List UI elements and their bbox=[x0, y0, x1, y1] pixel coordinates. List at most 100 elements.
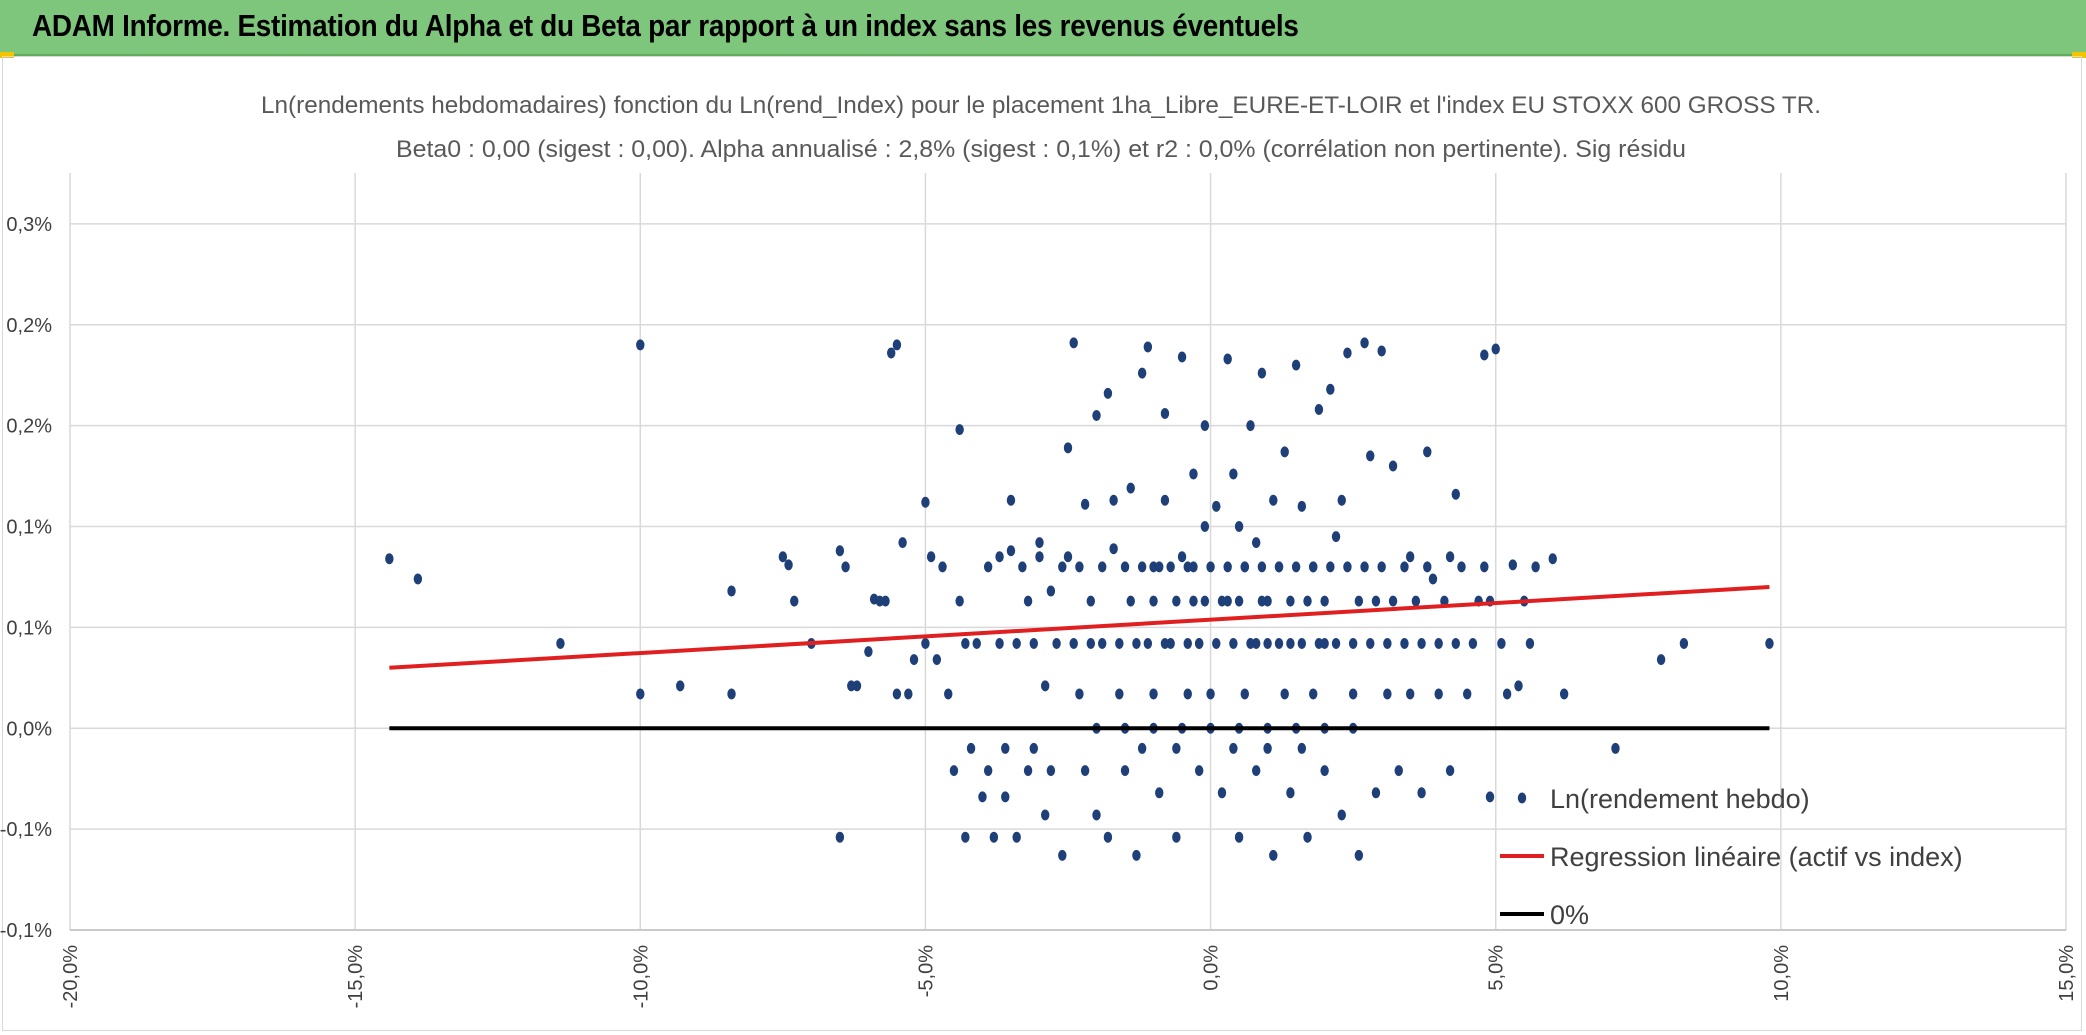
scatter-point bbox=[978, 791, 987, 803]
scatter-point bbox=[1508, 559, 1518, 571]
scatter-point bbox=[1143, 638, 1153, 650]
scatter-point bbox=[1183, 688, 1192, 700]
scatter-point bbox=[1343, 561, 1352, 573]
scatter-point bbox=[1012, 831, 1021, 843]
scatter-point bbox=[1371, 787, 1381, 799]
scatter-point bbox=[1029, 742, 1038, 754]
scatter-point bbox=[1223, 561, 1232, 573]
scatter-point bbox=[1485, 791, 1495, 803]
scatter-point bbox=[1172, 595, 1181, 607]
x-tick-label: 0,0% bbox=[1201, 945, 1223, 991]
legend-label: 0% bbox=[1550, 900, 1589, 930]
scatter-point bbox=[1428, 573, 1438, 585]
scatter-point bbox=[1137, 742, 1147, 754]
scatter-point bbox=[1263, 742, 1272, 754]
scatter-point bbox=[909, 654, 919, 666]
scatter-point bbox=[1445, 551, 1455, 563]
scatter-point bbox=[1297, 638, 1307, 650]
scatter-point bbox=[1400, 561, 1409, 573]
scatter-point bbox=[1132, 638, 1141, 650]
scatter-point bbox=[385, 553, 394, 565]
y-tick-label: 0,0% bbox=[6, 718, 52, 740]
scatter-point bbox=[1274, 638, 1284, 650]
scatter-point bbox=[1086, 638, 1096, 650]
scatter-point bbox=[784, 559, 793, 571]
scatter-point bbox=[1405, 551, 1415, 563]
scatter-point bbox=[1040, 809, 1050, 821]
scatter-point bbox=[1103, 831, 1113, 843]
scatter-point bbox=[1194, 765, 1204, 777]
scatter-point bbox=[1451, 638, 1460, 650]
scatter-point bbox=[966, 742, 976, 754]
legend-label: Ln(rendement hebdo) bbox=[1550, 784, 1810, 814]
scatter-point bbox=[1092, 410, 1101, 422]
scatter-point bbox=[1366, 638, 1375, 650]
scatter-point bbox=[961, 638, 970, 650]
scatter-point bbox=[1200, 595, 1210, 607]
scatter-point bbox=[1468, 638, 1478, 650]
scatter-point bbox=[835, 545, 845, 557]
scatter-point bbox=[1172, 742, 1181, 754]
scatter-point bbox=[1314, 403, 1324, 415]
scatter-point bbox=[1337, 809, 1346, 821]
scatter-point bbox=[1234, 595, 1244, 607]
scatter-point bbox=[1309, 688, 1318, 700]
scatter-point bbox=[1149, 688, 1158, 700]
scatter-point bbox=[1001, 742, 1010, 754]
scatter-point bbox=[1046, 585, 1056, 597]
scatter-point bbox=[1109, 543, 1118, 555]
scatter-point bbox=[1234, 521, 1244, 532]
scatter-point bbox=[1559, 688, 1569, 700]
scatter-point bbox=[1348, 688, 1358, 700]
scatter-point bbox=[1502, 688, 1512, 700]
scatter-point bbox=[1383, 638, 1392, 650]
scatter-point bbox=[1092, 809, 1101, 821]
scatter-point bbox=[1080, 765, 1090, 777]
scatter-point bbox=[1440, 595, 1449, 607]
scatter-point bbox=[892, 688, 902, 700]
scatter-point bbox=[1234, 831, 1244, 843]
scatter-point bbox=[989, 831, 999, 843]
x-tick-label: -15,0% bbox=[345, 945, 367, 1009]
scatter-point bbox=[1143, 341, 1153, 353]
scatter-point bbox=[1212, 500, 1221, 512]
scatter-point bbox=[1377, 561, 1386, 573]
scatter-point bbox=[1451, 488, 1460, 500]
scatter-point bbox=[1480, 349, 1489, 361]
scatter-point bbox=[1360, 337, 1369, 349]
chart-legend: Ln(rendement hebdo) Regression linéaire (… bbox=[1500, 784, 1963, 930]
scatter-point bbox=[1251, 537, 1261, 549]
scatter-point bbox=[1491, 343, 1500, 355]
x-tick-label: -10,0% bbox=[630, 945, 652, 1009]
scatter-point bbox=[1080, 498, 1090, 510]
x-tick-label: 15,0% bbox=[2056, 945, 2078, 1002]
scatter-point bbox=[1075, 561, 1084, 573]
scatter-point bbox=[1012, 638, 1021, 650]
scatter-point bbox=[1286, 595, 1295, 607]
scatter-point bbox=[1366, 450, 1375, 462]
scatter-point bbox=[1098, 561, 1107, 573]
scatter-point bbox=[1189, 595, 1198, 607]
scatter-point bbox=[1331, 531, 1341, 543]
y-tick-label: -0,1% bbox=[0, 819, 52, 841]
scatter-point bbox=[1006, 494, 1016, 506]
scatter-point bbox=[1229, 468, 1238, 480]
scatter-point bbox=[1040, 680, 1050, 692]
scatter-point bbox=[955, 595, 964, 607]
scatter-point bbox=[1126, 482, 1135, 494]
scatter-point bbox=[1320, 638, 1329, 650]
scatter-point bbox=[1115, 688, 1124, 700]
axis-labels: -0,1% -0,1% 0,0% 0,1% 0,1% 0,2% 0,2% 0,3% -20,0%… bbox=[0, 214, 2078, 1009]
scatter-point bbox=[1223, 353, 1232, 365]
scatter-point bbox=[1656, 654, 1666, 666]
scatter-point bbox=[1229, 742, 1238, 754]
scatter-point bbox=[1001, 791, 1010, 803]
scatter-point bbox=[790, 595, 799, 607]
scatter-point bbox=[1326, 561, 1335, 573]
scatter-point bbox=[1132, 849, 1141, 861]
x-tick-label: 10,0% bbox=[1771, 945, 1793, 1002]
scatter-point bbox=[1223, 595, 1232, 607]
scatter-point bbox=[1303, 595, 1312, 607]
scatter-point bbox=[1103, 387, 1113, 399]
